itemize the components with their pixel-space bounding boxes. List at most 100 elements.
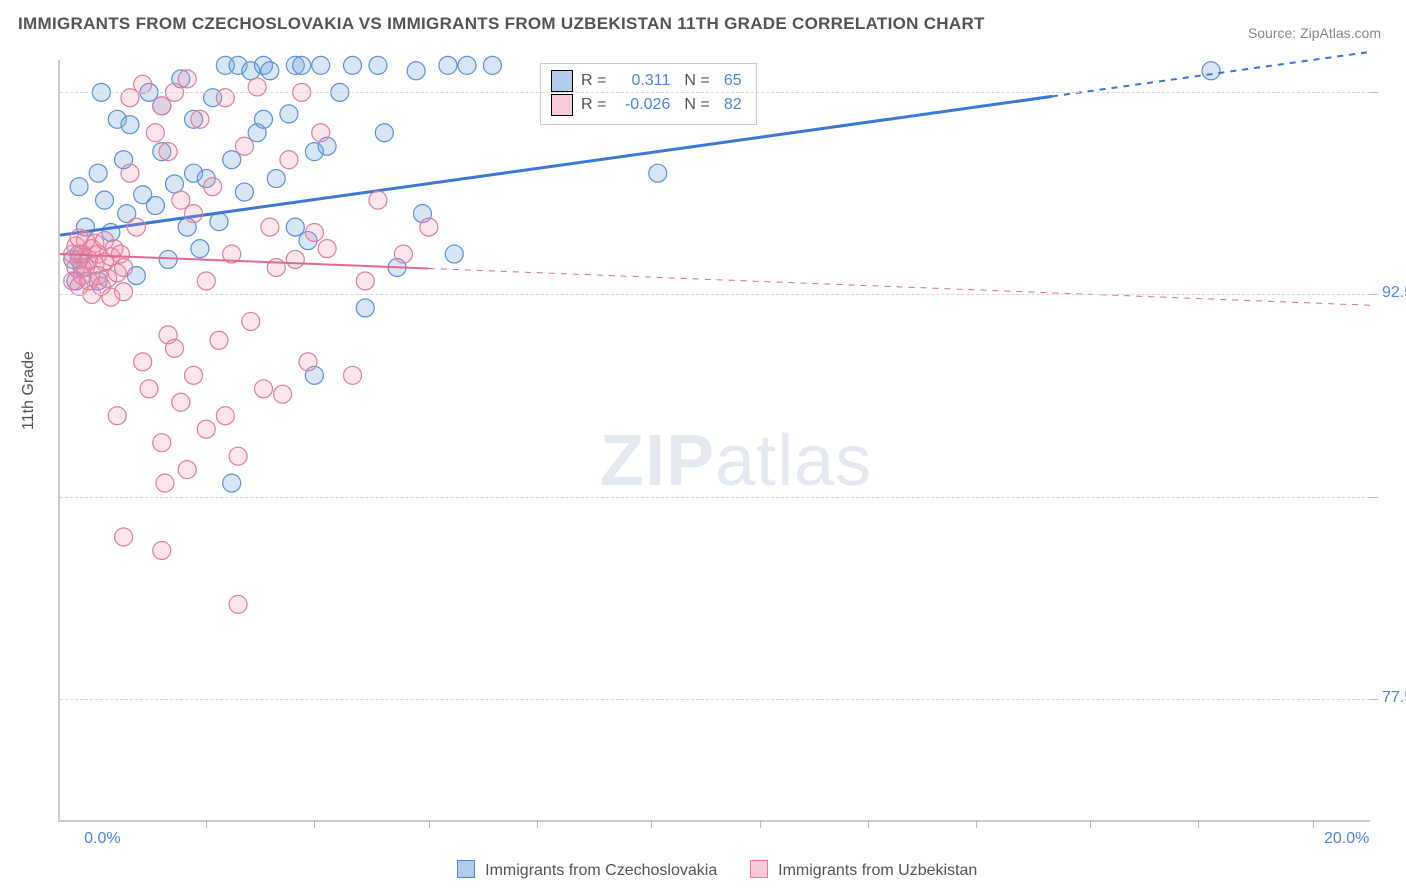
data-point <box>197 272 215 290</box>
data-point <box>153 97 171 115</box>
y-tick <box>1370 294 1378 295</box>
data-point <box>242 312 260 330</box>
data-point <box>375 124 393 142</box>
correlation-legend: R = 0.311 N = 65 R = -0.026 N = 82 <box>540 63 757 125</box>
data-point <box>134 353 152 371</box>
data-point <box>235 137 253 155</box>
trend-line-dashed <box>429 268 1370 305</box>
data-point <box>483 56 501 74</box>
data-point <box>216 407 234 425</box>
data-point <box>153 434 171 452</box>
trend-line-dashed <box>1052 52 1370 96</box>
data-point <box>305 223 323 241</box>
x-tick <box>868 820 869 828</box>
x-tick <box>1198 820 1199 828</box>
data-point <box>229 447 247 465</box>
gridline <box>60 92 1370 93</box>
data-point <box>286 218 304 236</box>
x-tick <box>314 820 315 828</box>
x-tick-label: 20.0% <box>1324 830 1369 848</box>
data-point <box>286 250 304 268</box>
x-tick <box>976 820 977 828</box>
data-point <box>115 283 133 301</box>
data-point <box>267 170 285 188</box>
x-tick <box>206 820 207 828</box>
data-point <box>197 420 215 438</box>
data-point <box>445 245 463 263</box>
data-point <box>274 385 292 403</box>
x-tick-label: 0.0% <box>84 830 120 848</box>
data-point <box>70 178 88 196</box>
x-tick <box>1313 820 1314 828</box>
data-point <box>140 380 158 398</box>
y-tick <box>1370 92 1378 93</box>
y-axis-label: 11th Grade <box>20 351 38 430</box>
data-point <box>254 380 272 398</box>
y-tick-label: 92.5% <box>1382 284 1406 302</box>
data-point <box>172 191 190 209</box>
data-point <box>210 213 228 231</box>
data-point <box>115 259 133 277</box>
data-point <box>293 56 311 74</box>
x-tick <box>1090 820 1091 828</box>
source-label: Source: ZipAtlas.com <box>1248 25 1381 41</box>
data-point <box>261 62 279 80</box>
data-point <box>108 407 126 425</box>
gridline <box>60 497 1370 498</box>
data-point <box>223 474 241 492</box>
data-point <box>344 366 362 384</box>
plot-svg <box>60 60 1370 820</box>
y-tick <box>1370 497 1378 498</box>
data-point <box>356 272 374 290</box>
data-point <box>318 240 336 258</box>
data-point <box>369 191 387 209</box>
data-point <box>191 240 209 258</box>
data-point <box>394 245 412 263</box>
data-point <box>146 197 164 215</box>
data-point <box>204 178 222 196</box>
chart-title: IMMIGRANTS FROM CZECHOSLOVAKIA VS IMMIGR… <box>18 14 985 34</box>
data-point <box>185 205 203 223</box>
data-point <box>153 541 171 559</box>
data-point <box>210 331 228 349</box>
legend-label-series1: Immigrants from Czechoslovakia <box>485 862 717 879</box>
data-point <box>165 175 183 193</box>
legend-swatch-blue <box>457 860 475 878</box>
chart-container: IMMIGRANTS FROM CZECHOSLOVAKIA VS IMMIGR… <box>0 0 1406 892</box>
data-point <box>223 151 241 169</box>
legend-swatch-pink <box>750 860 768 878</box>
x-tick <box>651 820 652 828</box>
gridline <box>60 294 1370 295</box>
data-point <box>369 56 387 74</box>
data-point <box>172 393 190 411</box>
bottom-legend: Immigrants from Czechoslovakia Immigrant… <box>0 860 1406 880</box>
swatch-pink <box>551 94 573 116</box>
swatch-blue <box>551 70 573 92</box>
data-point <box>267 259 285 277</box>
y-tick-label: 77.5% <box>1382 689 1406 707</box>
data-point <box>439 56 457 74</box>
x-tick <box>537 820 538 828</box>
data-point <box>127 218 145 236</box>
data-point <box>159 143 177 161</box>
plot-area: ZIPatlas R = 0.311 N = 65 R = -0.026 N =… <box>58 60 1370 822</box>
data-point <box>115 528 133 546</box>
data-point <box>312 56 330 74</box>
data-point <box>280 151 298 169</box>
data-point <box>1202 62 1220 80</box>
data-point <box>420 218 438 236</box>
data-point <box>280 105 298 123</box>
x-tick <box>760 820 761 828</box>
data-point <box>235 183 253 201</box>
data-point <box>356 299 374 317</box>
data-point <box>178 461 196 479</box>
corr-row-series1: R = 0.311 N = 65 <box>551 70 746 92</box>
data-point <box>261 218 279 236</box>
data-point <box>178 70 196 88</box>
gridline <box>60 699 1370 700</box>
data-point <box>312 124 330 142</box>
data-point <box>146 124 164 142</box>
data-point <box>156 474 174 492</box>
y-tick <box>1370 699 1378 700</box>
data-point <box>89 164 107 182</box>
